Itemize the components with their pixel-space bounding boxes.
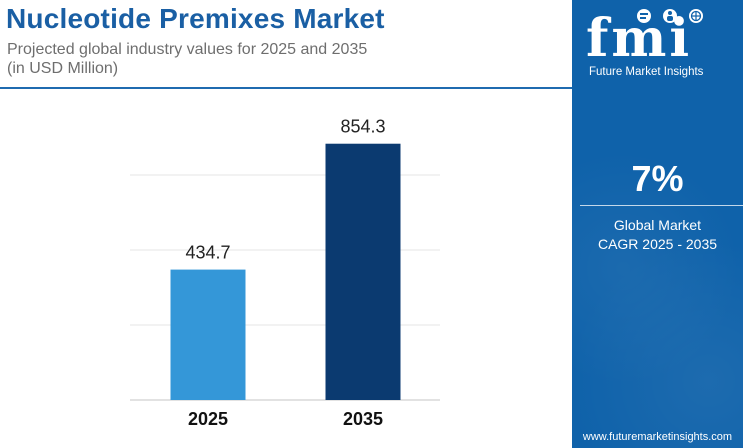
cagr-value: 7% — [631, 158, 684, 199]
cagr-label: Global Market CAGR 2025 - 2035 — [572, 216, 743, 254]
cagr-label-line-2: CAGR 2025 - 2035 — [597, 236, 718, 252]
x-tick-label-2025: 2025 — [188, 409, 228, 429]
logo-tagline: Future Market Insights — [589, 66, 704, 78]
fmi-logo: fmi Future Market Insights — [584, 4, 734, 84]
chat-bubble-icon — [637, 9, 651, 23]
data-label-2025: 434.7 — [185, 243, 230, 263]
logo-icons — [637, 9, 703, 23]
cagr-label-line-1: Global Market — [613, 217, 702, 233]
person-icon — [663, 9, 677, 23]
subtitle-line-2: (in USD Million) — [7, 60, 119, 77]
bar-chart: 434.7 2025 854.3 2035 — [130, 117, 440, 429]
chart-subtitle: Projected global industry values for 202… — [7, 40, 367, 78]
website-link[interactable]: www.futuremarketinsights.com — [582, 431, 733, 443]
x-tick-label-2035: 2035 — [343, 409, 383, 429]
globe-icon — [689, 9, 703, 23]
cagr-divider — [580, 205, 743, 206]
sidebar-texture — [572, 0, 743, 448]
data-label-2035: 854.3 — [340, 117, 385, 137]
bar-2035 — [325, 143, 401, 400]
sidebar-panel: fmi Future Market Insights 7% Global M — [572, 0, 743, 448]
page-title: Nucleotide Premixes Market — [6, 3, 385, 34]
subtitle-line-1: Projected global industry values for 202… — [7, 41, 368, 58]
bar-2025 — [170, 269, 246, 400]
chart-panel: Nucleotide Premixes Market Projected glo… — [0, 3, 572, 429]
header-divider — [0, 87, 572, 89]
